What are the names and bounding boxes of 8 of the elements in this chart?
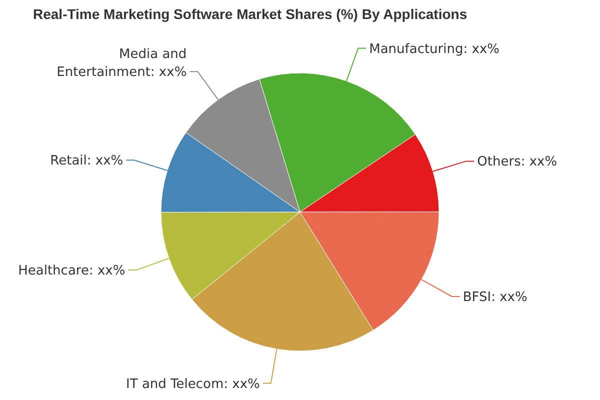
slice-label: Manufacturing: xx% xyxy=(369,42,500,57)
slice-label: Retail: xx% xyxy=(50,154,124,169)
slice-label: BFSI: xx% xyxy=(462,290,528,305)
slice-label: IT and Telecom: xx% xyxy=(126,376,260,392)
slice-label: Others: xx% xyxy=(477,154,558,170)
slice-label: Healthcare: xx% xyxy=(18,264,126,279)
slice-label: Media and Entertainment: xx% xyxy=(56,47,187,80)
chart-title: Real-Time Marketing Software Market Shares (%) By Applications xyxy=(33,6,468,22)
